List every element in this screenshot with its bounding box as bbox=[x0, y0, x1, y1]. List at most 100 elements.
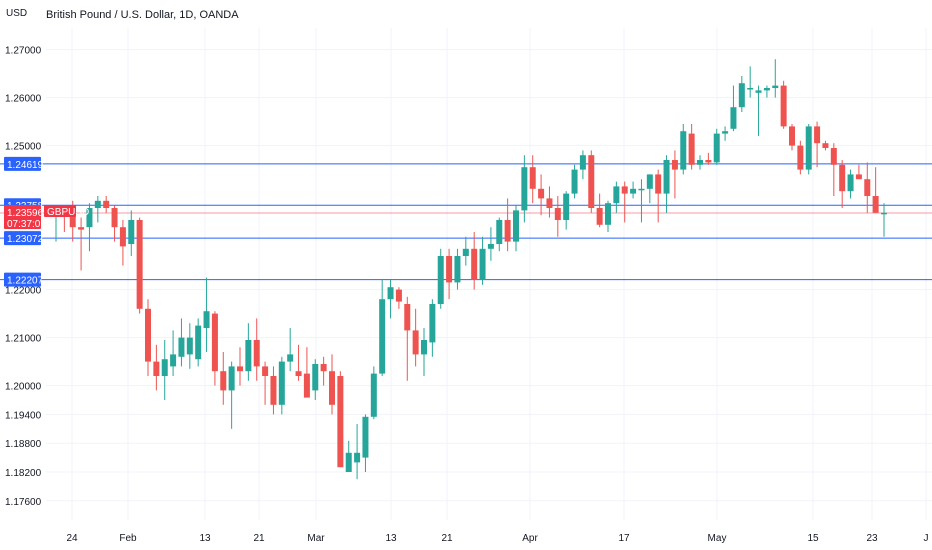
badge-bg bbox=[4, 156, 41, 171]
candle-body bbox=[178, 337, 185, 357]
candle bbox=[605, 200, 611, 232]
hline-price-badge: 1.23072 bbox=[4, 231, 44, 246]
x-tick-label: 21 bbox=[441, 533, 453, 544]
candle-body bbox=[638, 188, 645, 191]
candle-body bbox=[94, 200, 101, 208]
candle-body bbox=[245, 340, 252, 372]
candle-body bbox=[312, 364, 319, 391]
y-tick-label: 1.27000 bbox=[5, 46, 42, 57]
candle bbox=[613, 181, 620, 213]
candle bbox=[303, 347, 310, 398]
symbol-label: GBPUSD bbox=[47, 207, 89, 218]
candle-body bbox=[345, 452, 352, 472]
x-tick-label: 21 bbox=[253, 533, 265, 544]
badge-text: 1.22207 bbox=[7, 276, 44, 287]
candles bbox=[53, 59, 887, 480]
candle-body bbox=[220, 371, 227, 391]
candle bbox=[538, 174, 545, 216]
candle-body bbox=[354, 452, 361, 463]
candle-body bbox=[671, 160, 678, 170]
candle bbox=[195, 318, 202, 367]
candle-body bbox=[170, 354, 177, 367]
candle bbox=[487, 227, 494, 261]
candle bbox=[529, 155, 536, 204]
candle bbox=[655, 169, 662, 223]
candle-body bbox=[881, 212, 887, 215]
candle-body bbox=[262, 366, 269, 376]
candle-body bbox=[487, 244, 494, 249]
candle bbox=[471, 232, 478, 290]
candle bbox=[671, 150, 678, 199]
badge-bg bbox=[4, 204, 41, 229]
candle bbox=[521, 155, 528, 223]
candle bbox=[237, 347, 243, 386]
candle bbox=[262, 361, 269, 405]
candle-body bbox=[755, 90, 762, 93]
y-tick-label: 1.21000 bbox=[5, 334, 42, 345]
candle bbox=[847, 169, 854, 199]
candle-body bbox=[86, 208, 93, 228]
candle-body bbox=[404, 304, 411, 331]
candle bbox=[763, 85, 770, 98]
candle bbox=[211, 311, 218, 386]
candle bbox=[136, 217, 143, 314]
candle bbox=[462, 236, 469, 266]
candle-body bbox=[872, 196, 879, 213]
y-tick-label: 1.17600 bbox=[5, 497, 42, 508]
candle bbox=[145, 299, 151, 376]
candle bbox=[680, 124, 687, 175]
candle bbox=[153, 344, 160, 391]
candle-body bbox=[747, 88, 754, 90]
candle bbox=[738, 76, 745, 112]
y-tick-label: 1.20000 bbox=[5, 382, 42, 393]
candle-body bbox=[128, 220, 135, 244]
candle bbox=[621, 181, 628, 223]
badge-bg bbox=[4, 231, 41, 246]
candle-body bbox=[78, 227, 85, 230]
candle-body bbox=[69, 210, 76, 228]
candle bbox=[103, 196, 110, 213]
x-tick-label: Feb bbox=[119, 533, 137, 544]
x-tick-label: 13 bbox=[199, 533, 211, 544]
candle bbox=[161, 340, 168, 400]
candle-body bbox=[479, 248, 486, 280]
candle bbox=[579, 150, 586, 180]
bar-countdown: 07:37:01 bbox=[7, 219, 46, 230]
x-tick-label: 15 bbox=[807, 533, 819, 544]
candle bbox=[814, 121, 821, 168]
last-price-value: 1.23596 bbox=[7, 208, 44, 219]
y-axis: 1.27000 1.26000 1.25000 1.22000 1.21000 1.200… bbox=[5, 46, 42, 508]
candle bbox=[563, 191, 570, 230]
candle-body bbox=[521, 167, 528, 211]
candle-body bbox=[387, 287, 394, 300]
candle-body bbox=[119, 227, 126, 247]
candle-body bbox=[303, 373, 310, 398]
candle-body bbox=[830, 148, 837, 165]
x-tick-label: 13 bbox=[385, 533, 397, 544]
candle-body bbox=[554, 208, 561, 220]
candle-body bbox=[471, 248, 478, 280]
candle-body bbox=[370, 373, 377, 417]
candle bbox=[253, 318, 260, 381]
y-tick-label: 1.22000 bbox=[5, 286, 42, 297]
candle-body bbox=[153, 361, 160, 376]
y-tick-label: 1.25000 bbox=[5, 142, 42, 153]
x-tick-label: Apr bbox=[522, 533, 538, 544]
candle bbox=[697, 155, 703, 170]
candle bbox=[228, 361, 235, 429]
candle-body bbox=[596, 208, 603, 225]
candle-body bbox=[337, 376, 344, 468]
candle bbox=[663, 155, 670, 213]
candle bbox=[596, 193, 603, 228]
y-tick-label: 1.19400 bbox=[5, 410, 42, 421]
candle bbox=[404, 296, 411, 381]
badge-text: 1.24619 bbox=[7, 160, 44, 171]
badge-bg bbox=[4, 272, 41, 287]
candle-body bbox=[136, 220, 143, 309]
candle-body bbox=[722, 131, 729, 134]
x-axis: 24 Feb 13 21 Mar 13 21 Apr 17 May 15 23 J bbox=[66, 533, 928, 544]
candle bbox=[320, 356, 327, 386]
candle-body bbox=[496, 220, 503, 244]
candle bbox=[78, 217, 85, 271]
